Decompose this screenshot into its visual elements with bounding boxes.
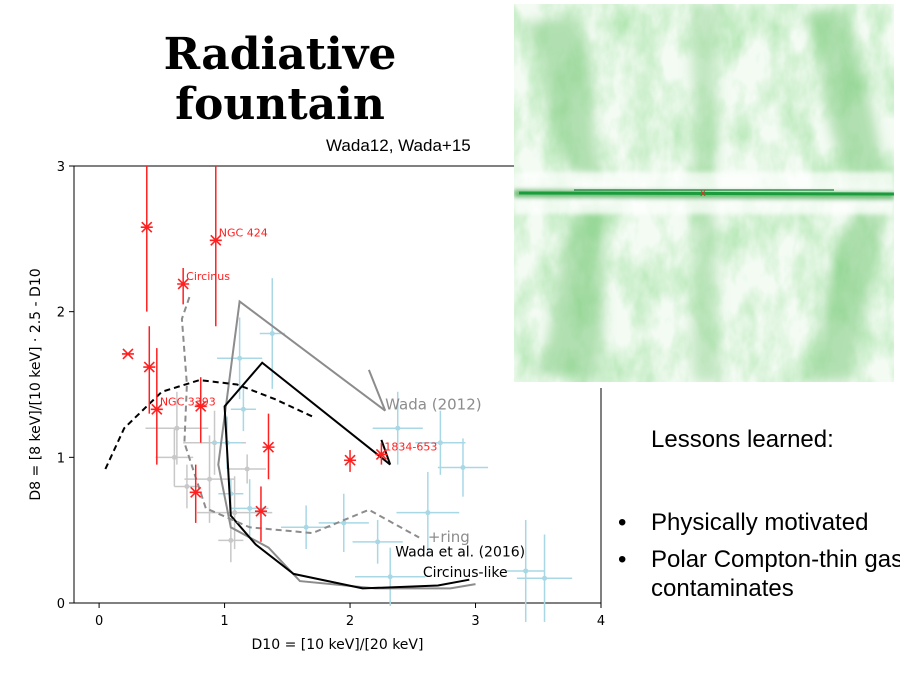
gray-data-point	[207, 477, 212, 482]
blue-data-point	[270, 331, 275, 336]
x-tick-label: 4	[597, 614, 605, 629]
bullet-item: • Polar Compton-thin gas contaminates	[618, 545, 900, 603]
gray-data-point	[174, 426, 179, 431]
bullet-list: • Physically motivated • Polar Compton-thi…	[618, 508, 900, 611]
y-tick-label: 2	[57, 306, 65, 321]
y-tick-label: 0	[57, 597, 65, 612]
gray-data-point	[232, 510, 237, 515]
bullet-glyph: •	[618, 545, 626, 574]
bullet-text: Physically motivated	[651, 509, 868, 536]
simulation-marker: x	[700, 188, 706, 199]
gray-data-point	[184, 484, 189, 489]
simulation-image: x	[514, 4, 894, 382]
x-tick-label: 2	[346, 614, 354, 629]
gray-data-point	[245, 466, 250, 471]
blue-data-point	[375, 539, 380, 544]
y-axis-label: D8 = [8 keV]/[10 keV] · 2.5 - D10	[28, 268, 44, 500]
disk-midplane	[519, 193, 894, 194]
blue-data-point	[438, 440, 443, 445]
bullet-item: • Physically motivated	[618, 508, 900, 537]
chart-annotation: Circinus-like	[423, 565, 508, 581]
y-tick-label: 3	[57, 160, 65, 175]
x-tick-label: 0	[95, 614, 103, 629]
red-data-point	[122, 349, 134, 359]
model-track-line	[182, 297, 419, 537]
blue-data-point	[237, 356, 242, 361]
gray-data-point	[228, 538, 233, 543]
red-point-label: NGC 3393	[160, 395, 216, 408]
blue-data-point	[542, 576, 547, 581]
chart-annotation: Wada et al. (2016)	[395, 544, 525, 560]
x-tick-label: 3	[471, 614, 479, 629]
blue-data-point	[241, 407, 246, 412]
blue-data-point	[523, 568, 528, 573]
x-axis-label: D10 = [10 keV]/[20 keV]	[252, 637, 424, 653]
x-tick-label: 1	[220, 614, 228, 629]
red-point-label: 1834-653	[384, 440, 437, 453]
chart-annotation: +ring	[428, 528, 470, 546]
blue-data-point	[388, 574, 393, 579]
blue-data-point	[247, 506, 252, 511]
blue-data-point	[395, 426, 400, 431]
y-tick-label: 1	[57, 451, 65, 466]
bullet-glyph: •	[618, 508, 626, 537]
bullet-text: Polar Compton-thin gas contaminates	[651, 546, 900, 602]
red-point-label: Circinus	[186, 270, 230, 283]
blue-data-point	[460, 465, 465, 470]
chart-annotation: Wada (2012)	[385, 395, 481, 413]
lessons-heading: Lessons learned:	[651, 426, 834, 454]
blue-data-point	[304, 525, 309, 530]
gray-data-point	[172, 455, 177, 460]
red-point-label: NGC 424	[219, 226, 268, 239]
blue-data-point	[425, 510, 430, 515]
